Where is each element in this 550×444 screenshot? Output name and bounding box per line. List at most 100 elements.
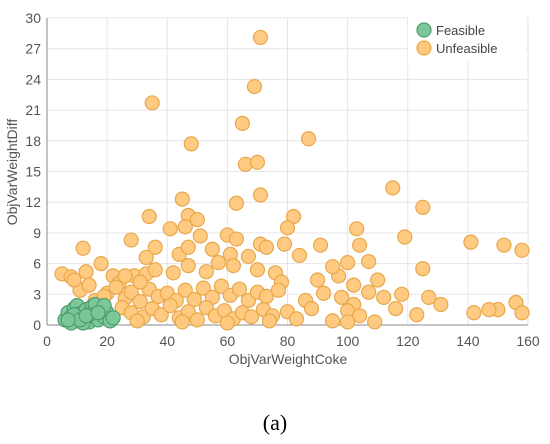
unfeasible-point	[81, 277, 97, 293]
unfeasible-point	[481, 302, 497, 318]
x-tick-label: 0	[43, 333, 51, 349]
unfeasible-point	[123, 232, 139, 248]
unfeasible-point	[352, 308, 368, 324]
legend-swatch-feasible	[416, 22, 432, 38]
unfeasible-point	[249, 154, 266, 170]
legend-label-feasible: Feasible	[436, 23, 485, 38]
unfeasible-point	[324, 313, 341, 329]
unfeasible-point	[78, 264, 94, 280]
x-tick-label: 160	[516, 333, 540, 349]
unfeasible-point	[324, 259, 341, 275]
unfeasible-point	[346, 277, 362, 293]
x-tick-label: 120	[396, 333, 420, 349]
unfeasible-point	[309, 272, 326, 288]
legend-swatch-unfeasible	[416, 40, 432, 56]
x-tick-label: 140	[456, 333, 480, 349]
unfeasible-point	[108, 279, 124, 295]
unfeasible-point	[352, 237, 368, 253]
unfeasible-point	[261, 313, 278, 329]
unfeasible-point	[243, 309, 260, 325]
unfeasible-point	[252, 187, 269, 203]
x-tick-labels: 0 20 40 60 80 100 120 140 160	[43, 333, 540, 349]
unfeasible-point	[288, 311, 305, 327]
unfeasible-point	[334, 289, 350, 305]
scatter-chart: 0 3 6 9 12 15 18 21 24 27 30 0 20 40 60 80 100 120 140 160…	[4, 10, 540, 367]
unfeasible-point	[397, 229, 413, 245]
unfeasible-point	[415, 199, 431, 215]
unfeasible-point	[192, 228, 208, 244]
unfeasible-point	[228, 231, 244, 247]
unfeasible-point	[303, 301, 320, 317]
unfeasible-point	[361, 284, 377, 300]
unfeasible-point	[279, 220, 296, 236]
x-tick-label: 20	[99, 333, 115, 349]
y-tick-label: 27	[25, 41, 41, 57]
unfeasible-point	[514, 305, 530, 321]
unfeasible-point	[66, 272, 82, 288]
feasible-point	[90, 305, 106, 321]
unfeasible-point	[231, 281, 247, 297]
unfeasible-point	[189, 211, 205, 228]
unfeasible-point	[388, 301, 404, 317]
y-tick-label: 24	[25, 71, 41, 87]
x-tick-label: 40	[159, 333, 175, 349]
unfeasible-point	[514, 242, 530, 258]
unfeasible-point	[240, 248, 257, 265]
unfeasible-point	[252, 29, 269, 46]
unfeasible-point	[180, 258, 196, 274]
unfeasible-point	[141, 208, 157, 225]
axes	[46, 18, 528, 326]
unfeasible-point	[198, 264, 214, 280]
figure-caption: (a)	[262, 410, 288, 435]
unfeasible-point	[228, 195, 244, 211]
grid-lines	[47, 17, 529, 325]
unfeasible-point	[210, 254, 226, 271]
unfeasible-point	[246, 78, 263, 95]
unfeasible-point	[367, 314, 383, 330]
y-tick-label: 21	[25, 102, 41, 118]
unfeasible-point	[129, 313, 145, 329]
y-tick-label: 3	[33, 286, 41, 302]
y-tick-label: 30	[25, 10, 41, 26]
feasible-point	[105, 310, 121, 326]
unfeasible-point	[234, 115, 251, 132]
legend-label-unfeasible: Unfeasible	[436, 41, 497, 56]
unfeasible-point	[174, 314, 190, 330]
x-tick-label: 80	[280, 333, 296, 349]
unfeasible-point	[162, 297, 178, 314]
unfeasible-point	[132, 293, 148, 310]
unfeasible-point	[186, 291, 202, 308]
unfeasible-point	[433, 296, 449, 313]
legend: Feasible Unfeasible	[408, 14, 526, 62]
unfeasible-point	[165, 265, 181, 281]
unfeasible-point	[153, 307, 169, 323]
unfeasible-point	[204, 241, 220, 257]
unfeasible-point	[180, 239, 196, 255]
unfeasible-point	[300, 131, 317, 147]
y-axis-title: ObjVarWeightDiff	[4, 119, 20, 226]
unfeasible-point	[276, 236, 293, 252]
feasible-point	[60, 312, 76, 328]
y-tick-label: 9	[33, 225, 41, 241]
unfeasible-point	[183, 136, 199, 152]
unfeasible-point	[312, 237, 329, 253]
y-tick-label: 12	[25, 194, 41, 210]
unfeasible-point	[466, 305, 482, 321]
y-tick-label: 15	[25, 164, 41, 180]
unfeasible-point	[213, 278, 229, 294]
unfeasible-point	[258, 239, 275, 255]
unfeasible-point	[370, 272, 386, 288]
unfeasible-point	[174, 191, 190, 207]
unfeasible-point	[496, 237, 512, 253]
unfeasible-point	[394, 286, 410, 302]
unfeasible-point	[195, 280, 211, 296]
unfeasible-point	[315, 285, 332, 301]
unfeasible-point	[93, 256, 109, 272]
x-axis-title: ObjVarWeightCoke	[229, 351, 348, 367]
unfeasible-point	[249, 262, 266, 278]
unfeasible-point	[349, 221, 365, 237]
unfeasible-point	[409, 307, 425, 323]
unfeasible-point	[361, 253, 377, 270]
y-tick-label: 6	[33, 256, 41, 272]
unfeasible-point	[138, 249, 154, 266]
